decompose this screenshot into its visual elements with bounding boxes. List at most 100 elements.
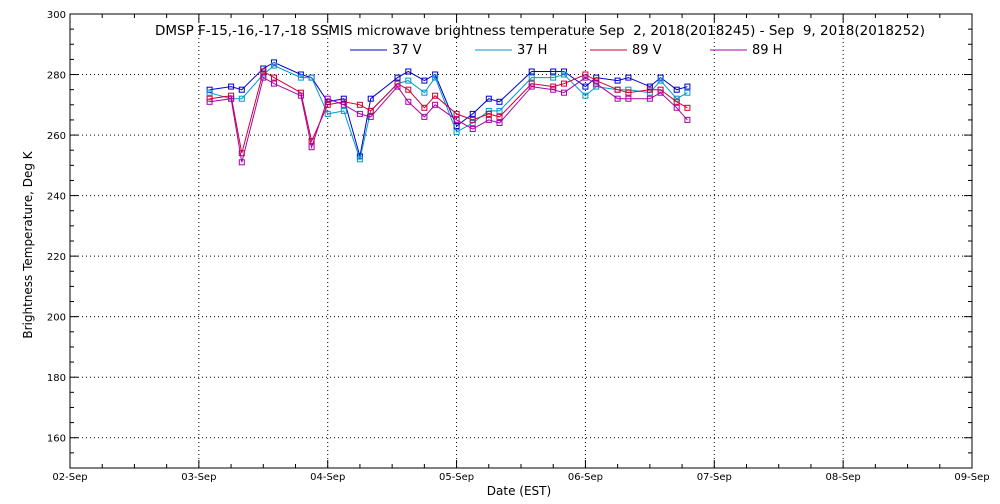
data-point bbox=[405, 77, 412, 84]
data-point bbox=[297, 74, 304, 81]
x-tick-label: 04-Sep bbox=[310, 472, 345, 483]
y-tick-label: 220 bbox=[47, 252, 66, 263]
data-point bbox=[206, 98, 213, 105]
data-point bbox=[238, 86, 245, 93]
x-tick-label: 07-Sep bbox=[697, 472, 732, 483]
data-point bbox=[550, 83, 557, 90]
data-point bbox=[469, 126, 476, 132]
data-point bbox=[673, 98, 680, 105]
data-point bbox=[496, 113, 503, 120]
data-point bbox=[496, 120, 503, 126]
data-point bbox=[684, 83, 691, 90]
data-point bbox=[432, 92, 439, 99]
legend-label: 37 V bbox=[392, 43, 422, 58]
data-point bbox=[673, 86, 680, 93]
x-tick-label: 06-Sep bbox=[568, 472, 603, 483]
y-tick-label: 260 bbox=[47, 131, 66, 142]
y-tick-label: 180 bbox=[47, 373, 66, 384]
data-point bbox=[582, 83, 589, 90]
data-point bbox=[432, 74, 439, 81]
data-point bbox=[528, 83, 535, 90]
data-point bbox=[308, 144, 315, 151]
x-tick-label: 09-Sep bbox=[954, 472, 989, 483]
data-point bbox=[206, 89, 213, 96]
data-point bbox=[684, 89, 691, 96]
data-point bbox=[593, 80, 600, 87]
data-point bbox=[297, 92, 304, 99]
data-point bbox=[469, 116, 476, 123]
x-tick-label: 08-Sep bbox=[826, 472, 861, 483]
data-point bbox=[496, 98, 503, 105]
data-point bbox=[614, 95, 621, 102]
y-tick-label: 240 bbox=[47, 192, 66, 203]
data-point bbox=[405, 98, 412, 105]
y-axis-label: Brightness Temperature, Deg K bbox=[21, 150, 35, 338]
data-point bbox=[673, 104, 680, 111]
data-point bbox=[550, 74, 557, 81]
data-point bbox=[582, 92, 589, 99]
axes: 02-Sep 03-Sep 04-Sep 05-Sep 06-Sep 07-Sep 08-S… bbox=[47, 10, 990, 483]
data-point bbox=[271, 59, 277, 66]
data-point bbox=[271, 80, 277, 87]
data-point bbox=[684, 104, 691, 111]
data-point bbox=[394, 83, 401, 90]
data-point bbox=[238, 159, 245, 166]
data-point bbox=[582, 71, 589, 78]
data-point bbox=[340, 107, 347, 114]
legend-label: 89 V bbox=[632, 43, 662, 58]
x-tick-label: 02-Sep bbox=[52, 472, 87, 483]
data-point bbox=[561, 80, 567, 87]
data-point bbox=[646, 83, 653, 90]
data-point bbox=[614, 86, 621, 93]
data-point bbox=[561, 89, 567, 96]
data-point bbox=[340, 101, 347, 108]
series-line bbox=[209, 61, 688, 157]
data-point bbox=[271, 62, 277, 69]
data-point bbox=[561, 71, 567, 78]
data-point bbox=[550, 86, 557, 93]
data-point bbox=[206, 95, 213, 102]
data-point bbox=[356, 101, 363, 108]
data-point bbox=[228, 83, 235, 90]
data-point bbox=[340, 95, 347, 102]
data-point bbox=[421, 104, 428, 111]
data-point bbox=[367, 95, 374, 102]
data-point bbox=[582, 74, 589, 81]
data-point bbox=[453, 116, 460, 123]
data-point bbox=[432, 101, 439, 108]
data-point bbox=[356, 110, 363, 117]
legend-label: 37 H bbox=[517, 43, 547, 58]
series-line bbox=[209, 70, 688, 154]
data-point bbox=[496, 107, 503, 114]
data-point bbox=[405, 68, 412, 75]
data-point bbox=[625, 74, 632, 81]
data-point bbox=[394, 74, 401, 81]
data-point bbox=[684, 116, 691, 123]
series-line bbox=[209, 76, 688, 163]
data-point bbox=[308, 74, 315, 81]
y-tick-label: 200 bbox=[47, 313, 66, 324]
series-89-h bbox=[206, 74, 691, 166]
data-point bbox=[405, 86, 412, 93]
data-point bbox=[421, 77, 428, 84]
data-point bbox=[367, 107, 374, 114]
data-point bbox=[485, 95, 492, 102]
series-37-v bbox=[206, 59, 691, 160]
legend: 37 V 37 H 89 V 89 H bbox=[350, 43, 782, 58]
data-point bbox=[657, 77, 664, 84]
data-point bbox=[646, 95, 653, 102]
data-point bbox=[453, 110, 460, 117]
data-point bbox=[356, 156, 363, 163]
series-line bbox=[209, 64, 688, 162]
x-axis-label: Date (EST) bbox=[487, 484, 551, 498]
x-tick-label: 03-Sep bbox=[181, 472, 216, 483]
series bbox=[206, 59, 691, 166]
data-point bbox=[625, 95, 632, 102]
data-point bbox=[238, 95, 245, 102]
y-tick-label: 280 bbox=[47, 71, 66, 82]
data-point bbox=[271, 74, 277, 81]
data-point bbox=[469, 120, 476, 126]
data-point bbox=[421, 89, 428, 96]
data-point bbox=[528, 68, 535, 75]
